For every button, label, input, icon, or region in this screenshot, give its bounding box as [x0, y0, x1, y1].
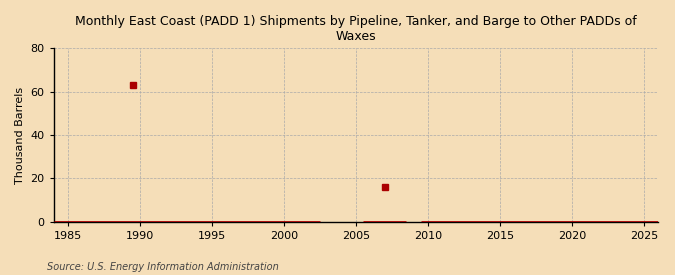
- Title: Monthly East Coast (PADD 1) Shipments by Pipeline, Tanker, and Barge to Other PA: Monthly East Coast (PADD 1) Shipments by…: [75, 15, 637, 43]
- Y-axis label: Thousand Barrels: Thousand Barrels: [15, 86, 25, 184]
- Text: Source: U.S. Energy Information Administration: Source: U.S. Energy Information Administ…: [47, 262, 279, 272]
